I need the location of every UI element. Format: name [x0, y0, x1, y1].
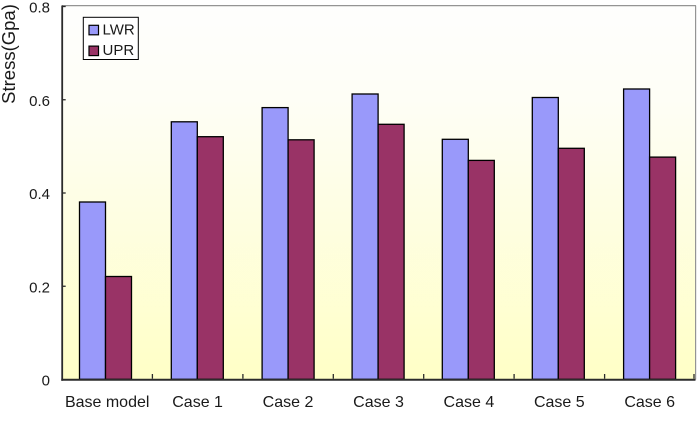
- svg-text:Stress(Gpa): Stress(Gpa): [0, 4, 19, 104]
- svg-text:0: 0: [42, 373, 50, 390]
- svg-text:Case 5: Case 5: [534, 394, 585, 411]
- svg-text:Case 4: Case 4: [444, 394, 495, 411]
- svg-text:Case 2: Case 2: [263, 394, 314, 411]
- svg-text:0.4: 0.4: [29, 186, 50, 203]
- svg-text:0.8: 0.8: [29, 0, 50, 17]
- svg-text:0.2: 0.2: [29, 279, 50, 296]
- svg-text:Base model: Base model: [65, 394, 150, 411]
- svg-text:Case 3: Case 3: [353, 394, 404, 411]
- svg-text:UPR: UPR: [103, 42, 135, 59]
- svg-text:0.6: 0.6: [29, 93, 50, 110]
- svg-text:Case 1: Case 1: [172, 394, 223, 411]
- svg-text:Case 6: Case 6: [624, 394, 675, 411]
- svg-text:LWR: LWR: [103, 21, 135, 38]
